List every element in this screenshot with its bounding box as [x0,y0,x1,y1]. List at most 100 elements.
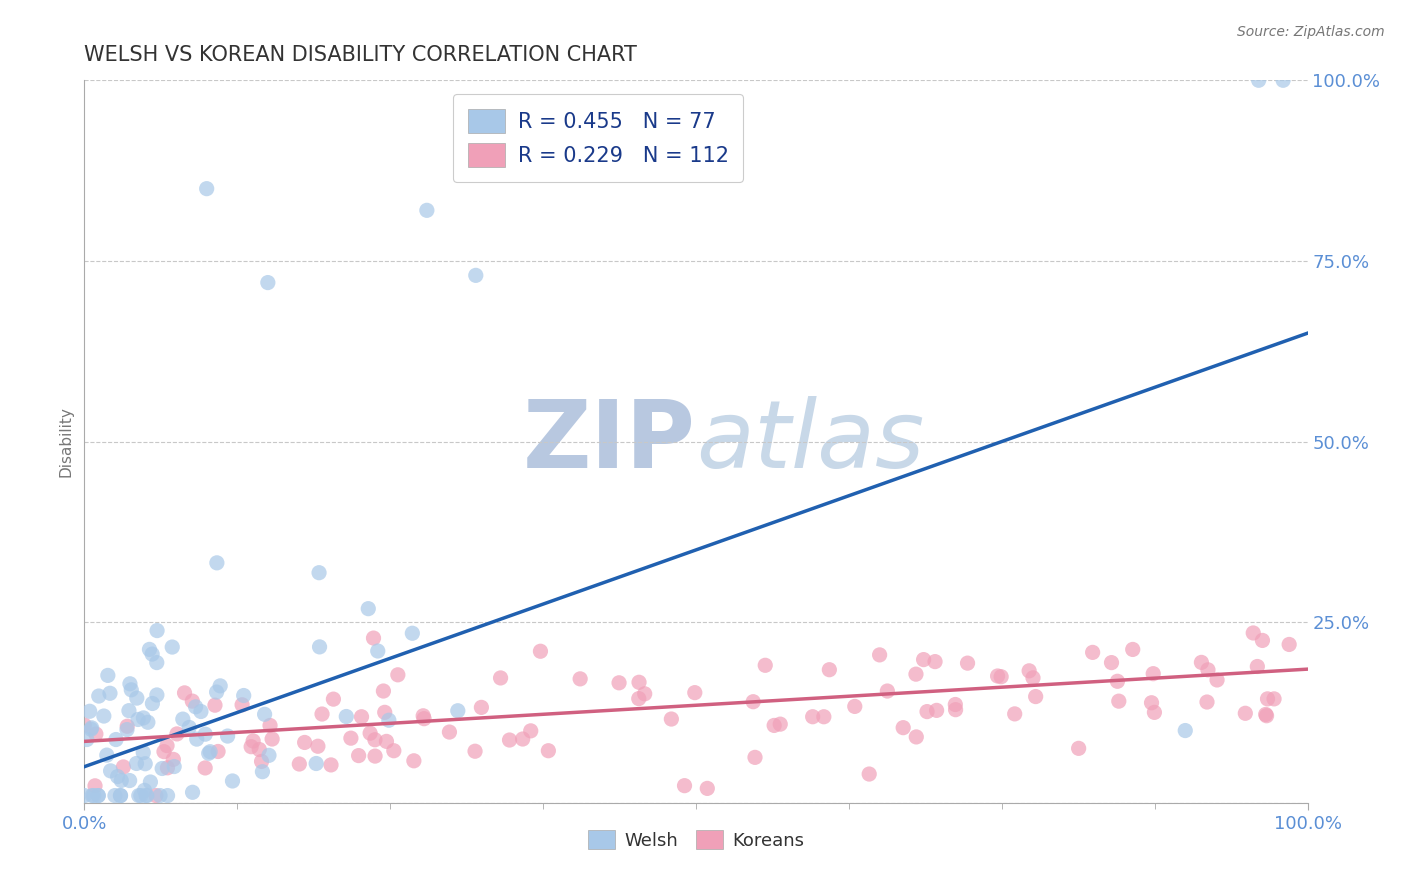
Point [73,789,96,803]
Point [340,731,363,746]
Point [537,744,560,758]
Point [107,770,129,784]
Point [153,745,176,759]
Point [350,710,373,724]
Point [634,687,657,701]
Point [294,735,316,749]
Point [156,761,179,775]
Point [470,700,492,714]
Point [945,703,967,717]
Point [197,746,219,760]
Point [1025,690,1047,704]
Point [374,706,396,720]
Point [146,656,169,670]
Point [100,764,122,778]
Point [240,739,263,754]
Point [250,755,273,769]
Point [181,694,204,708]
Point [307,739,329,754]
Point [110,773,132,788]
Point [160,640,183,654]
Point [844,699,866,714]
Point [115,723,138,737]
Point [97,668,120,682]
Point [252,764,274,779]
Point [447,704,470,718]
Point [135,789,157,803]
Point [146,624,169,638]
Point [1272,73,1295,87]
Point [744,750,766,764]
Point [136,715,159,730]
Point [322,692,344,706]
Point [412,708,434,723]
Point [1241,626,1264,640]
Point [190,705,212,719]
Point [375,734,398,748]
Point [367,644,389,658]
Point [1143,706,1166,720]
Point [359,726,381,740]
Point [347,748,370,763]
Point [569,672,592,686]
Y-axis label: Disability: Disability [58,406,73,477]
Point [259,718,281,732]
Point [209,679,232,693]
Point [194,727,217,741]
Point [132,746,155,760]
Point [1018,664,1040,678]
Point [305,756,328,771]
Text: Source: ZipAtlas.com: Source: ZipAtlas.com [1237,25,1385,39]
Point [801,710,824,724]
Point [80,721,103,735]
Point [905,730,928,744]
Point [87,789,110,803]
Point [308,640,330,654]
Point [1107,674,1129,689]
Point [364,732,387,747]
Point [127,713,149,727]
Point [364,749,387,764]
Point [1140,696,1163,710]
Point [115,719,138,733]
Point [308,566,330,580]
Point [198,745,221,759]
Point [73,718,96,732]
Point [118,677,141,691]
Point [912,652,935,666]
Point [1142,666,1164,681]
Point [659,712,682,726]
Point [195,182,218,196]
Point [742,695,765,709]
Point [335,709,357,723]
Point [924,655,946,669]
Point [110,789,132,803]
Point [1022,671,1045,685]
Point [378,713,401,727]
Point [763,718,786,732]
Point [387,668,409,682]
Point [813,710,835,724]
Point [891,721,914,735]
Point [1195,695,1218,709]
Text: ZIP: ZIP [523,395,696,488]
Point [1101,656,1123,670]
Point [1108,694,1130,708]
Point [253,707,276,722]
Point [205,556,228,570]
Point [990,670,1012,684]
Point [754,658,776,673]
Point [529,644,551,658]
Point [87,689,110,703]
Point [163,759,186,773]
Point [207,744,229,758]
Point [956,656,979,670]
Point [818,663,841,677]
Point [173,686,195,700]
Point [76,732,98,747]
Point [98,686,121,700]
Point [184,699,207,714]
Point [257,748,280,763]
Point [1257,691,1279,706]
Point [1122,642,1144,657]
